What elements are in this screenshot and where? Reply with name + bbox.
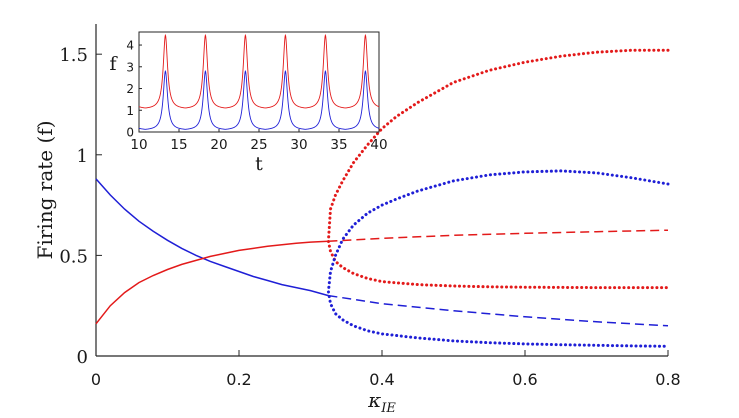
- inset-y-tick-label: 0: [126, 126, 134, 140]
- main-x-tick-label: 0.8: [655, 370, 680, 389]
- inset-x-tick-label: 20: [210, 137, 227, 153]
- main-x-axis-label: κIE: [367, 388, 396, 416]
- inset-series-1: [138, 69, 380, 130]
- inset-x-tick-label: 40: [370, 137, 387, 153]
- main-x-tick-label: 0.4: [369, 370, 394, 389]
- main-series-dashed-3: [328, 229, 669, 243]
- x-label-subscript: IE: [380, 401, 396, 416]
- main-y-tick-label: 1.5: [59, 45, 88, 66]
- main-series-solid-1: [95, 240, 329, 325]
- main-y-axis-label: Firing rate (f): [33, 121, 57, 260]
- main-y-tick-label: 1: [77, 146, 88, 167]
- main-x-tick-label: 0.6: [512, 370, 537, 389]
- main-x-tick-label: 0.2: [226, 370, 251, 389]
- inset-x-tick-label: 15: [170, 137, 187, 153]
- inset-y-tick-label: 3: [126, 60, 134, 74]
- inset-frame: [138, 31, 380, 133]
- main-x-tick-label: 0: [91, 370, 101, 389]
- inset-y-axis-label: f: [109, 53, 118, 75]
- inset-x-tick-label: 30: [290, 137, 307, 153]
- main-series-dashed-2: [328, 294, 669, 327]
- main-y-tick-label: 0.5: [59, 246, 88, 267]
- main-plot: 0 0.2 0.4 0.6 0.8 0 0.5 1 1.5 Firing rate (f) κ…: [33, 24, 681, 416]
- main-y-tick-label: 0: [77, 347, 88, 368]
- inset-x-tick-label: 25: [250, 137, 267, 153]
- x-label-base: κ: [367, 388, 381, 412]
- inset-y-tick-label: 2: [126, 82, 134, 96]
- inset-y-tick-label: 4: [126, 39, 134, 53]
- inset-y-tick-label: 1: [126, 104, 134, 118]
- main-series-dotted-4: [326, 48, 670, 290]
- main-series-dotted-5: [326, 169, 670, 348]
- inset-series-0: [138, 33, 380, 109]
- inset-plot: 10 15 20 25 30 35 40 0 1 2 3 4 f t: [109, 31, 388, 175]
- inset-x-tick-label: 35: [330, 137, 347, 153]
- main-series-solid-0: [95, 178, 329, 297]
- inset-x-tick-label: 10: [130, 137, 147, 153]
- inset-x-axis-label: t: [255, 153, 263, 175]
